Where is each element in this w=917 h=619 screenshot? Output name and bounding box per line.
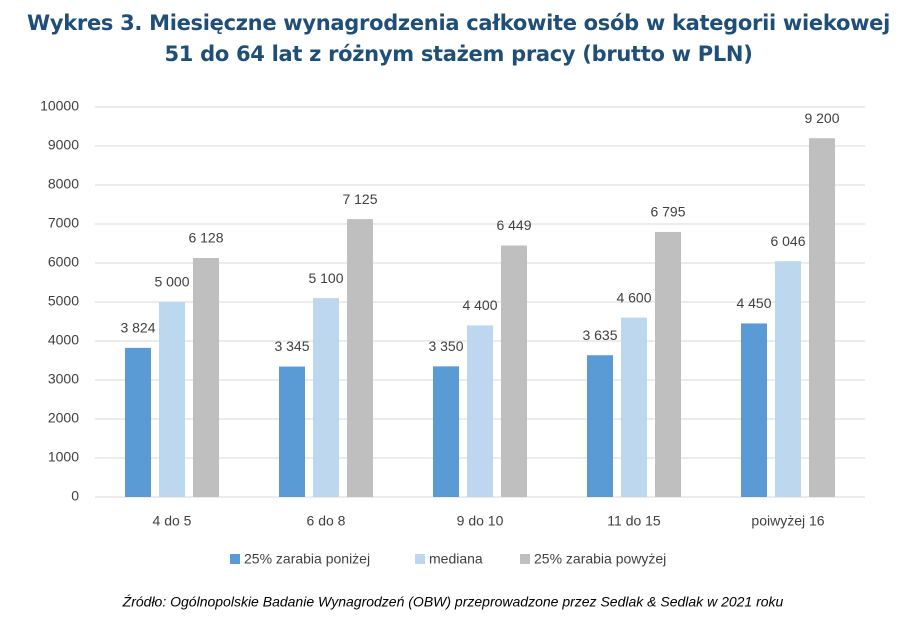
- legend-swatch: [415, 554, 425, 564]
- bar: [775, 261, 801, 497]
- bar: [467, 325, 493, 497]
- value-label: 3 350: [428, 338, 463, 354]
- y-tick-label: 3000: [48, 371, 79, 387]
- value-label: 4 450: [736, 295, 771, 311]
- y-tick-label: 4000: [48, 332, 79, 348]
- chart-title: Wykres 3. Miesięczne wynagrodzenia całko…: [26, 11, 891, 66]
- legend-label: 25% zarabia powyżej: [534, 551, 666, 567]
- legend-swatch: [520, 554, 530, 564]
- legend-swatch: [230, 554, 240, 564]
- bar: [433, 366, 459, 497]
- legend-label: 25% zarabia poniżej: [244, 551, 370, 567]
- y-tick-label: 2000: [48, 410, 79, 426]
- y-tick-label: 10000: [40, 98, 79, 114]
- x-tick-label: 9 do 10: [457, 513, 504, 529]
- value-label: 7 125: [342, 191, 377, 207]
- y-tick-label: 9000: [48, 137, 79, 153]
- value-label: 6 046: [770, 233, 805, 249]
- value-label: 6 128: [188, 230, 223, 246]
- x-tick-label: 6 do 8: [307, 513, 346, 529]
- value-label: 9 200: [804, 110, 839, 126]
- bar: [621, 317, 647, 497]
- bar: [159, 302, 185, 497]
- bar: [587, 355, 613, 497]
- y-tick-label: 5000: [48, 293, 79, 309]
- bar: [501, 245, 527, 497]
- y-tick-label: 0: [71, 488, 79, 504]
- value-label: 3 635: [582, 327, 617, 343]
- value-label: 4 400: [462, 297, 497, 313]
- y-tick-label: 1000: [48, 449, 79, 465]
- bar: [655, 231, 681, 497]
- y-tick-label: 7000: [48, 215, 79, 231]
- bar: [279, 366, 305, 497]
- bar: [193, 258, 219, 497]
- source-note: Źródło: Ogólnopolskie Badanie Wynagrodze…: [122, 594, 784, 610]
- value-label: 3 345: [274, 338, 309, 354]
- y-tick-label: 6000: [48, 254, 79, 270]
- value-label: 5 100: [308, 270, 343, 286]
- value-label: 6 795: [650, 204, 685, 220]
- value-label: 6 449: [496, 217, 531, 233]
- legend-label: mediana: [429, 551, 483, 567]
- value-label: 4 600: [616, 289, 651, 305]
- bar: [809, 138, 835, 497]
- x-tick-label: 11 do 15: [607, 513, 661, 529]
- bar: [125, 347, 151, 497]
- x-tick-label: poiwyżej 16: [751, 513, 824, 529]
- x-tick-label: 4 do 5: [153, 513, 192, 529]
- value-label: 5 000: [154, 274, 189, 290]
- bar: [347, 219, 373, 497]
- y-tick-label: 8000: [48, 176, 79, 192]
- value-label: 3 824: [120, 320, 155, 336]
- bar: [313, 298, 339, 497]
- bar: [741, 323, 767, 497]
